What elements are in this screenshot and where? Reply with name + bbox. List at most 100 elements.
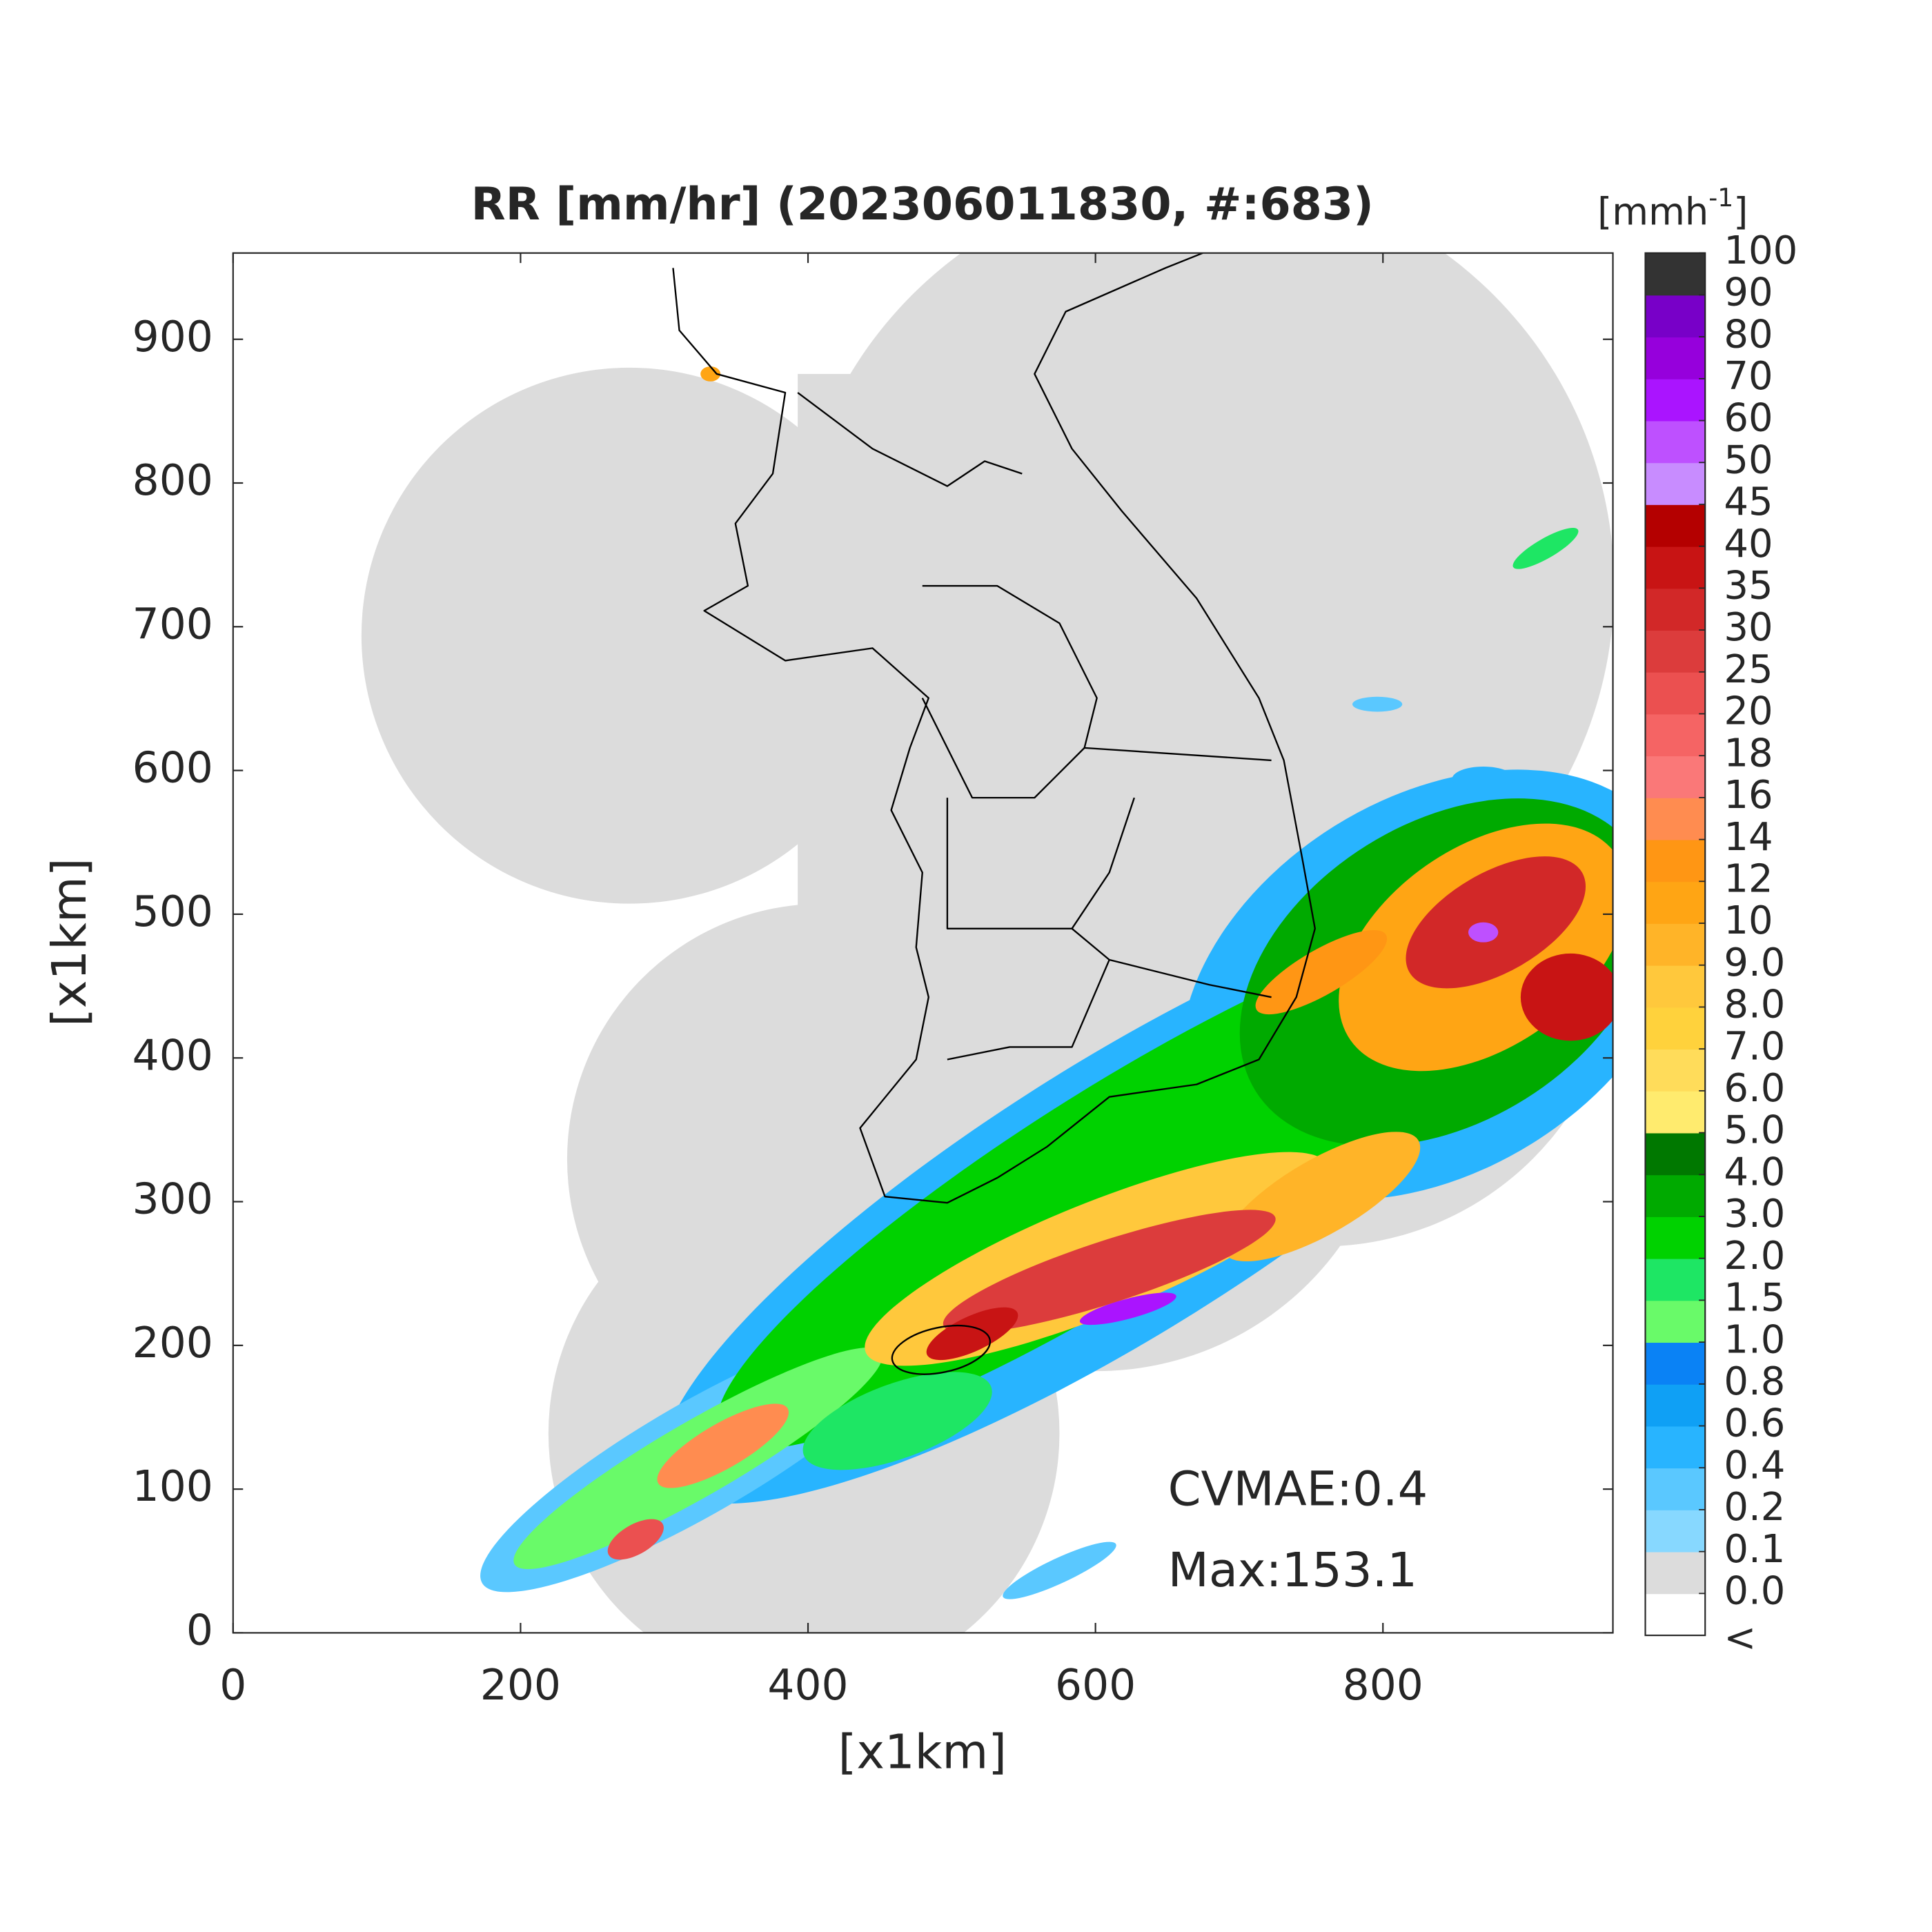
colorbar-label: 5.0 <box>1724 1108 1785 1153</box>
rain-moderate <box>1512 527 1579 569</box>
colorbar-segment <box>1645 546 1706 589</box>
y-tick-label: 800 <box>132 456 213 505</box>
colorbar-label: 2.0 <box>1724 1234 1785 1279</box>
colorbar-segment <box>1645 462 1706 505</box>
colorbar-label: 100 <box>1724 228 1797 273</box>
colorbar-label: 70 <box>1724 354 1773 399</box>
colorbar-label: 6.0 <box>1724 1066 1785 1111</box>
y-tick-label: 100 <box>132 1462 213 1511</box>
colorbar-segment <box>1645 756 1706 798</box>
annotation: Max:153.1 <box>1168 1543 1417 1598</box>
colorbar-label: 18 <box>1724 731 1773 776</box>
colorbar-frame <box>1644 252 1706 1637</box>
y-tick-label: 300 <box>132 1175 213 1224</box>
y-tick-label: 700 <box>132 600 213 649</box>
colorbar-label: 40 <box>1724 522 1773 566</box>
rain-light <box>1452 766 1515 792</box>
colorbar-label: 25 <box>1724 647 1773 692</box>
colorbar-segment <box>1645 671 1706 715</box>
colorbar-segment <box>1645 378 1706 422</box>
colorbar-label: 8.0 <box>1724 983 1785 1027</box>
colorbar-segment <box>1645 1007 1706 1050</box>
rain-cells <box>480 366 1613 1599</box>
colorbar-segment <box>1645 588 1706 631</box>
peninsula-outline <box>672 253 1316 1204</box>
colorbar-segment <box>1645 1383 1706 1427</box>
x-axis-label: [x1km] <box>838 1725 1007 1780</box>
rain-light <box>1352 696 1403 712</box>
colorbar-segment <box>1645 1342 1706 1385</box>
coverage-lobe <box>361 367 898 904</box>
colorbar-label: 35 <box>1724 564 1773 609</box>
y-tick-label: 400 <box>132 1031 213 1080</box>
rain-intense <box>926 1307 1018 1361</box>
colorbar-label: 1.5 <box>1724 1276 1785 1321</box>
colorbar-label: 0.0 <box>1724 1568 1785 1613</box>
colorbar-segment <box>1645 713 1706 757</box>
plot-frame <box>232 252 1614 1634</box>
colorbar-label: 14 <box>1724 815 1773 860</box>
rain-light <box>1003 1541 1116 1599</box>
colorbar-label: 16 <box>1724 773 1773 818</box>
y-tick-label: 0 <box>186 1606 213 1655</box>
colorbar-segment <box>1645 504 1706 547</box>
chart-title: RR [mm/hr] (202306011830, #:683) <box>471 179 1374 230</box>
colorbar-segment <box>1645 1132 1706 1176</box>
annotation: CVMAE:0.4 <box>1168 1461 1428 1517</box>
colorbar-label: 30 <box>1724 605 1773 650</box>
y-tick-label: 600 <box>132 744 213 793</box>
colorbar-segment <box>1645 839 1706 883</box>
rain-heavy <box>607 1519 664 1560</box>
colorbar-under <box>1645 1593 1706 1636</box>
colorbar-label: 9.0 <box>1724 940 1785 985</box>
colorbar-segment <box>1645 1216 1706 1259</box>
colorbar-label: 80 <box>1724 312 1773 357</box>
colorbar-title-part: -1 <box>1708 183 1733 213</box>
colorbar-label: 4.0 <box>1724 1150 1785 1194</box>
rain-heavy <box>1255 929 1388 1015</box>
rain-heavy <box>1222 1132 1421 1262</box>
colorbar-label: 0.4 <box>1724 1443 1785 1488</box>
colorbar-segment <box>1645 1509 1706 1552</box>
colorbar-title-part: [mmh <box>1597 190 1708 233</box>
rain-extreme <box>1079 1292 1176 1325</box>
colorbar-label: 0.2 <box>1724 1485 1785 1530</box>
colorbar-label: 3.0 <box>1724 1192 1785 1236</box>
colorbar-segment <box>1645 1090 1706 1134</box>
rain-intense <box>1406 856 1586 989</box>
colorbar-title: [mmh-1] <box>1597 183 1748 233</box>
colorbar-segment <box>1645 797 1706 840</box>
rain-intense <box>1520 953 1613 1041</box>
colorbar-segment <box>1645 1258 1706 1301</box>
colorbar-label: 20 <box>1724 689 1773 734</box>
colorbar-label: 0.8 <box>1724 1359 1785 1404</box>
jeju-outline <box>891 1325 992 1375</box>
colorbar-segment <box>1645 1468 1706 1510</box>
colorbar-label: 12 <box>1724 856 1773 901</box>
colorbar-label: 45 <box>1724 480 1773 524</box>
rain-extreme <box>1468 922 1499 943</box>
colorbar-label: 10 <box>1724 898 1773 943</box>
colorbar-segment <box>1645 337 1706 379</box>
colorbar-segment <box>1645 253 1706 296</box>
colorbar-label: 1.0 <box>1724 1317 1785 1362</box>
colorbar-segment <box>1645 965 1706 1008</box>
radar-field <box>361 253 1613 1633</box>
colorbar-label: 0.1 <box>1724 1527 1785 1572</box>
y-axis-label: [x1km] <box>42 858 97 1026</box>
coastline <box>672 253 1316 1375</box>
x-tick-label: 0 <box>219 1661 246 1710</box>
colorbar-label: 60 <box>1724 396 1773 441</box>
colorbar-label: 7.0 <box>1724 1024 1785 1069</box>
y-tick-label: 200 <box>132 1319 213 1368</box>
y-tick-label: 900 <box>132 313 213 362</box>
colorbar-title-part: ] <box>1733 190 1748 233</box>
x-tick-label: 400 <box>767 1661 848 1710</box>
colorbar-segment <box>1645 630 1706 673</box>
rain-intense <box>943 1210 1276 1333</box>
colorbar-label: 90 <box>1724 270 1773 315</box>
x-tick-label: 200 <box>480 1661 561 1710</box>
province-borders <box>797 392 1272 1061</box>
rain-heavy <box>700 366 721 382</box>
